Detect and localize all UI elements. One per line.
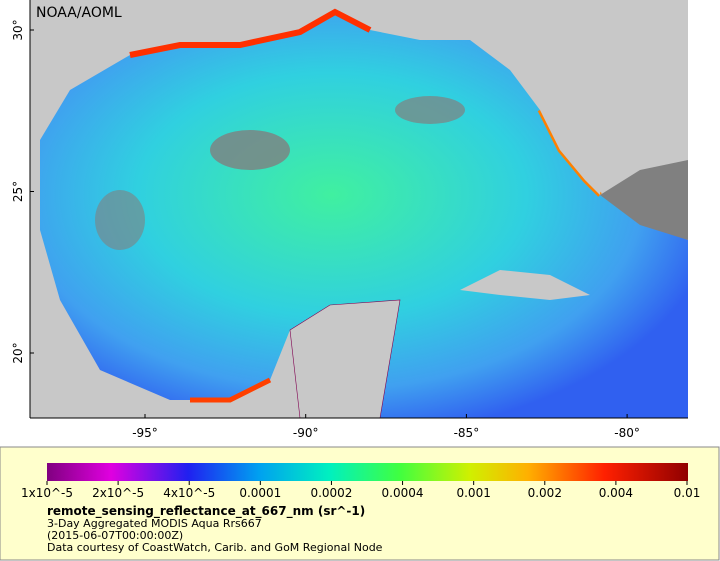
colorbar-label: 2x10^-5	[92, 486, 144, 500]
lat-label: 30°	[11, 19, 25, 40]
cloud	[95, 190, 145, 250]
lat-labels: 30° 25° 20°	[11, 19, 34, 364]
colorbar-label: 0.0004	[382, 486, 424, 500]
colorbar-label: 0.004	[599, 486, 633, 500]
lon-label: -95°	[132, 426, 158, 440]
florida	[540, 40, 610, 195]
coastal-high	[129, 8, 372, 58]
colorbar-label: 0.0001	[239, 486, 281, 500]
colorbar-label: 0.002	[528, 486, 562, 500]
map: NOAA/AOML	[30, 0, 688, 419]
cloud	[395, 96, 465, 124]
lon-label: -90°	[293, 426, 319, 440]
colorbar-label: 1x10^-5	[21, 486, 73, 500]
legend-line: 3-Day Aggregated MODIS Aqua Rrs667	[47, 517, 262, 530]
no-data	[600, 160, 688, 240]
ocean-data	[40, 12, 688, 418]
legend-title: remote_sensing_reflectance_at_667_nm (sr…	[47, 504, 365, 519]
coastal-high	[190, 377, 272, 403]
colorbar-label: 4x10^-5	[163, 486, 215, 500]
legend-line: (2015-06-07T00:00:00Z)	[47, 529, 183, 542]
credit: NOAA/AOML	[36, 5, 122, 21]
colorbar-label: 0.01	[674, 486, 701, 500]
lon-label: -80°	[614, 426, 640, 440]
colorbar	[47, 463, 688, 481]
cuba	[460, 270, 590, 300]
lon-label: -85°	[454, 426, 480, 440]
lat-label: 20°	[11, 342, 25, 363]
lon-labels: -95° -90° -85° -80°	[132, 414, 640, 440]
colorbar-ticks: 1x10^-5 2x10^-5 4x10^-5 0.0001 0.0002 0.0004 0…	[21, 481, 700, 500]
colorbar-label: 0.001	[456, 486, 490, 500]
legend-line: Data courtesy of CoastWatch, Carib. and …	[47, 541, 383, 554]
colorbar-label: 0.0002	[310, 486, 352, 500]
cloud	[210, 130, 290, 170]
lat-label: 25°	[11, 181, 25, 202]
